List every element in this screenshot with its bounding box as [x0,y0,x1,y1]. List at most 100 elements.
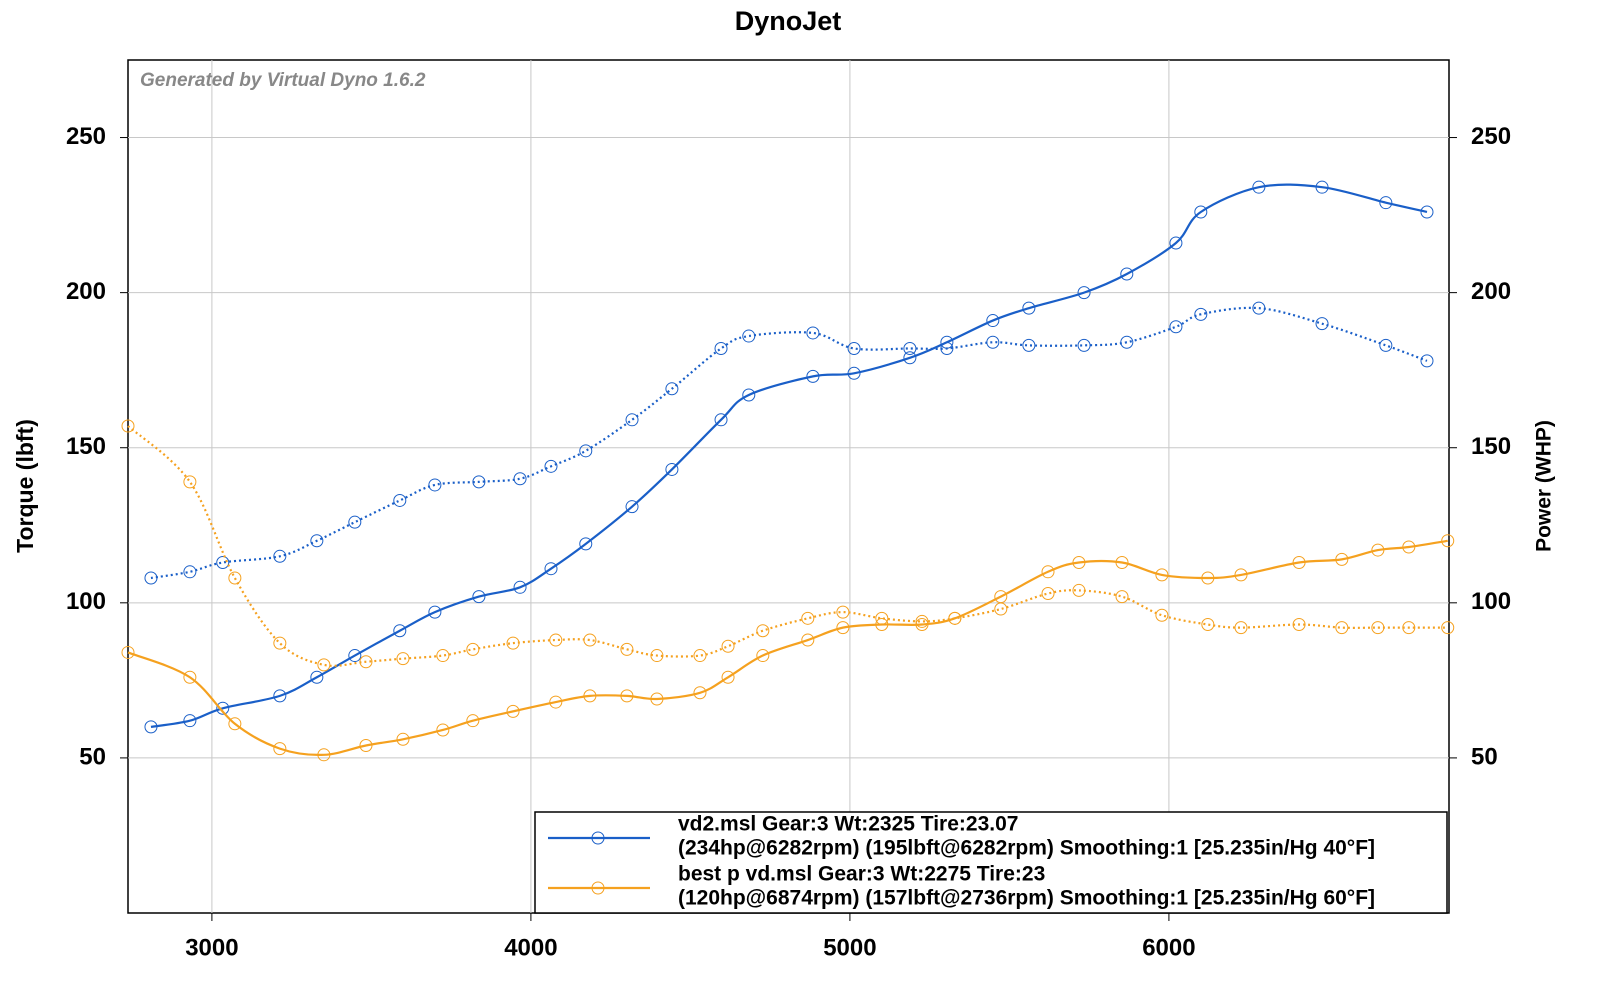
torque-marker [1420,354,1434,368]
x-tick-label: 5000 [823,934,876,961]
torque-marker [1252,301,1266,315]
torque-marker [359,655,373,669]
torque-marker [1072,583,1086,597]
x-tick-label: 6000 [1142,934,1195,961]
torque-marker [506,636,520,650]
legend-detail: (120hp@6874rpm) (157lbft@2736rpm) Smooth… [678,887,1375,910]
power-marker [1155,568,1169,582]
torque-marker [1371,621,1385,635]
torque-marker [549,633,563,647]
power-marker [310,670,324,684]
torque-marker [650,649,664,663]
torque-marker [583,633,597,647]
torque-marker [396,652,410,666]
power-marker [915,618,929,632]
power-marker [466,714,480,728]
legend-detail: (234hp@6282rpm) (195lbft@6282rpm) Smooth… [678,837,1375,860]
legend-name: best p vd.msl Gear:3 Wt:2275 Tire:23 [678,863,1045,886]
torque-marker [1402,621,1416,635]
power-marker [396,732,410,746]
power-marker [228,717,242,731]
torque-marker [1335,621,1349,635]
power-marker [428,605,442,619]
power-marker [1041,565,1055,579]
power-marker [1441,534,1455,548]
torque-marker [1169,320,1183,334]
power-marker [273,742,287,756]
power-marker [393,624,407,638]
power-marker [583,689,597,703]
power-marker [216,701,230,715]
power-marker [665,462,679,476]
plot-area [127,59,1450,914]
torque-marker [144,571,158,585]
torque-line [127,425,1448,667]
power-marker [693,686,707,700]
y2-tick-label: 250 [1471,123,1511,150]
torque-marker [1120,335,1134,349]
torque-marker [1077,338,1091,352]
torque-marker [466,642,480,656]
power-marker [948,611,962,625]
y-tick-label: 100 [66,588,106,615]
torque-marker [1155,608,1169,622]
torque-marker [915,614,929,628]
y2-tick-label: 200 [1471,278,1511,305]
y2-axis-label: Power (WHP) [1533,420,1556,552]
power-marker [1420,205,1434,219]
x-tick-label: 4000 [504,934,557,961]
power-marker [273,689,287,703]
torque-marker [273,636,287,650]
power-marker [1194,205,1208,219]
power-marker [1292,555,1306,569]
torque-marker [317,658,331,672]
power-marker [742,388,756,402]
power-marker [1335,552,1349,566]
torque-marker [348,515,362,529]
y2-tick-label: 100 [1471,588,1511,615]
torque-marker [986,335,1000,349]
power-line [127,539,1448,757]
torque-marker [183,565,197,579]
power-marker [721,670,735,684]
grid [128,60,1449,913]
torque-marker [620,642,634,656]
torque-marker [310,534,324,548]
power-marker [436,723,450,737]
power-marker [801,633,815,647]
y-tick-label: 150 [66,433,106,460]
power-marker [359,739,373,753]
y-tick-label: 250 [66,123,106,150]
power-marker [875,618,889,632]
power-marker [121,645,135,659]
torque-marker [579,444,593,458]
power-marker [544,562,558,576]
power-marker [1315,180,1329,194]
y-tick-label: 200 [66,278,106,305]
torque-marker [1315,317,1329,331]
torque-marker [1041,587,1055,601]
chart-title: DynoJet [735,6,842,36]
torque-marker [216,555,230,569]
torque-marker [544,459,558,473]
power-marker [994,590,1008,604]
power-marker [144,720,158,734]
power-marker [836,621,850,635]
torque-marker [513,472,527,486]
torque-marker [1194,307,1208,321]
legend-marker [591,881,605,895]
power-marker [714,413,728,427]
power-marker [650,692,664,706]
power-marker [1120,267,1134,281]
torque-marker [665,382,679,396]
torque-marker [1441,621,1455,635]
power-marker [348,649,362,663]
torque-marker [1379,338,1393,352]
torque-marker [273,549,287,563]
torque-marker [428,478,442,492]
power-marker [317,748,331,762]
legend: vd2.msl Gear:3 Wt:2325 Tire:23.07(234hp@… [534,811,1448,914]
torque-marker [836,605,850,619]
power-marker [903,351,917,365]
power-marker [1022,301,1036,315]
